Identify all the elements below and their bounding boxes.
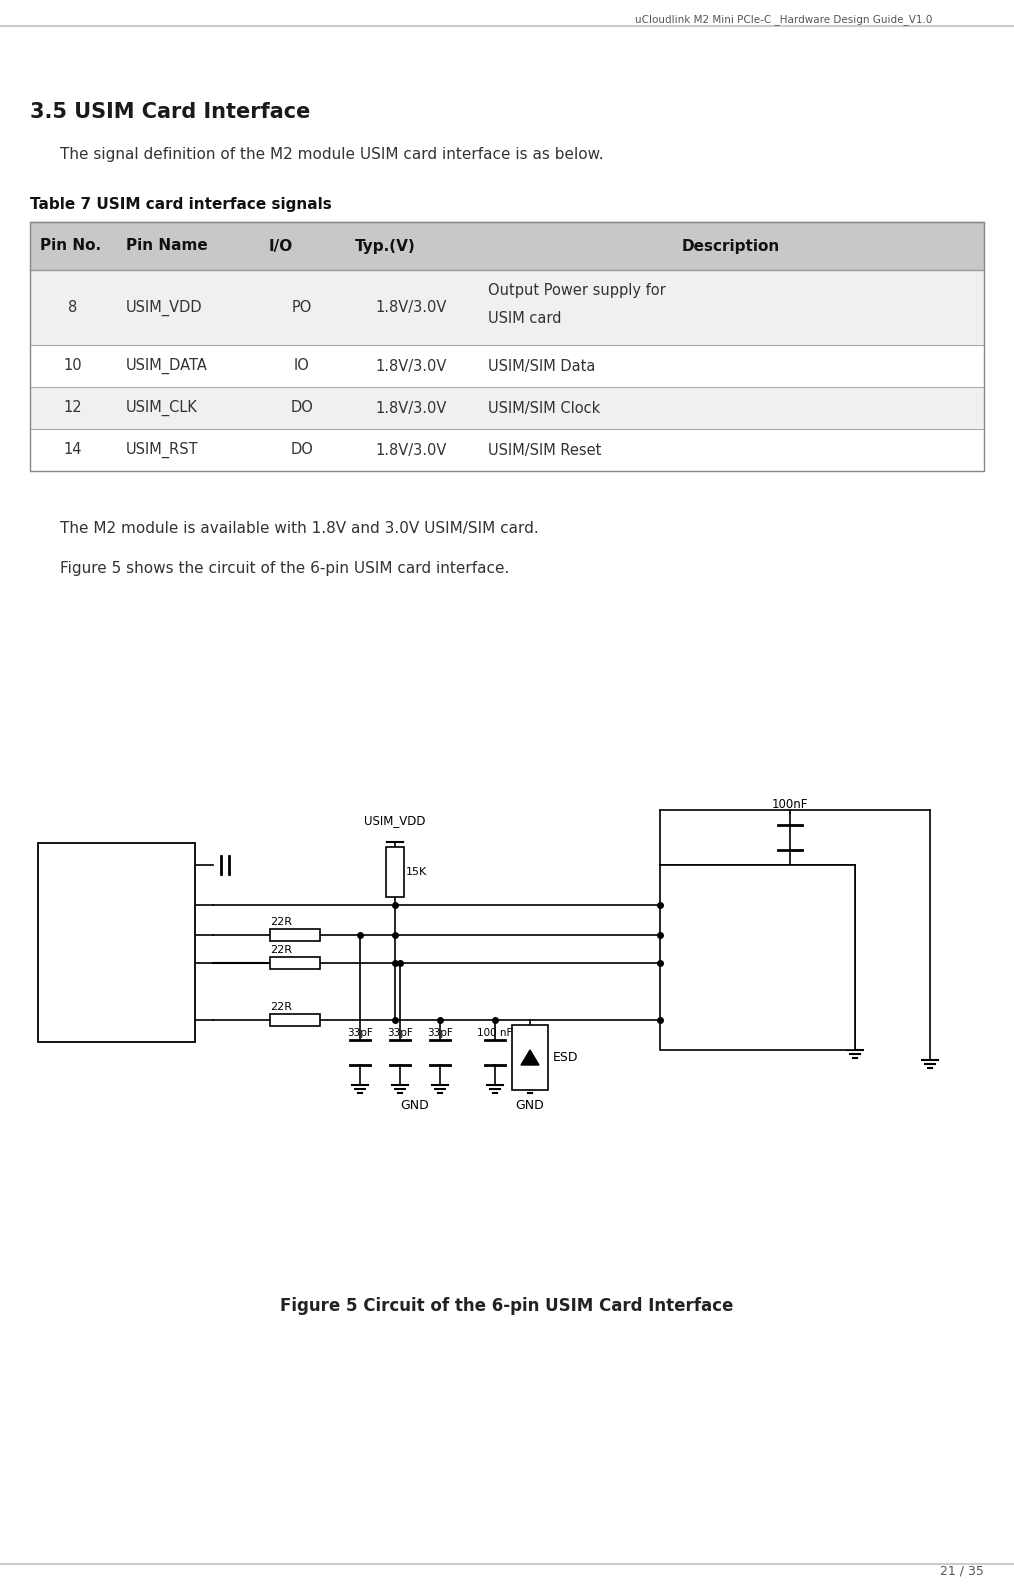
Text: Output Power supply for: Output Power supply for bbox=[489, 283, 666, 299]
Text: 100 nF: 100 nF bbox=[478, 1028, 513, 1038]
Text: CLK: CLK bbox=[668, 957, 692, 970]
Text: GND: GND bbox=[401, 1098, 429, 1111]
Text: USIM_CLK: USIM_CLK bbox=[126, 400, 198, 416]
Text: DO: DO bbox=[290, 401, 313, 416]
Text: USIM/SIM Data: USIM/SIM Data bbox=[489, 358, 596, 374]
Text: USIM 卡座: USIM 卡座 bbox=[732, 869, 783, 884]
Text: 33pF: 33pF bbox=[427, 1028, 453, 1038]
Text: 22R: 22R bbox=[270, 946, 292, 955]
Text: Typ.(V): Typ.(V) bbox=[355, 239, 416, 253]
Text: DO: DO bbox=[290, 443, 313, 457]
Text: Module: Module bbox=[85, 849, 148, 863]
Text: USIM_RST: USIM_RST bbox=[126, 443, 199, 458]
Text: Figure 5 shows the circuit of the 6-pin USIM card interface.: Figure 5 shows the circuit of the 6-pin … bbox=[60, 560, 509, 576]
Text: VPP: VPP bbox=[823, 928, 847, 941]
Text: IO: IO bbox=[294, 358, 310, 374]
Text: GND: GND bbox=[48, 858, 77, 871]
Text: The M2 module is available with 1.8V and 3.0V USIM/SIM card.: The M2 module is available with 1.8V and… bbox=[60, 521, 538, 537]
Text: USIM card: USIM card bbox=[489, 312, 562, 326]
Text: Description: Description bbox=[682, 239, 781, 253]
Text: USIM_VDD: USIM_VDD bbox=[126, 299, 203, 315]
Text: The signal definition of the M2 module USIM card interface is as below.: The signal definition of the M2 module U… bbox=[60, 146, 603, 162]
Text: 8: 8 bbox=[68, 299, 77, 315]
Text: USIM_DATA: USIM_DATA bbox=[126, 358, 208, 374]
Polygon shape bbox=[521, 1051, 539, 1065]
Text: RST: RST bbox=[668, 928, 693, 941]
Text: 14: 14 bbox=[64, 443, 82, 457]
Text: I/O: I/O bbox=[269, 239, 293, 253]
Bar bbox=[660, 864, 855, 1051]
Text: Table 7 USIM card interface signals: Table 7 USIM card interface signals bbox=[30, 197, 332, 212]
Bar bbox=[270, 930, 320, 941]
Text: 21 / 35: 21 / 35 bbox=[940, 1565, 984, 1578]
Bar bbox=[30, 428, 984, 471]
Text: Figure 5 Circuit of the 6-pin USIM Card Interface: Figure 5 Circuit of the 6-pin USIM Card … bbox=[280, 1297, 734, 1315]
Text: USIM/SIM Reset: USIM/SIM Reset bbox=[489, 443, 601, 457]
Text: 15K: 15K bbox=[406, 868, 427, 877]
Text: 22R: 22R bbox=[270, 917, 292, 927]
Bar bbox=[30, 387, 984, 428]
Text: USIM_CLK: USIM_CLK bbox=[48, 957, 110, 970]
Text: USIM_DATA: USIM_DATA bbox=[48, 1014, 118, 1027]
Text: 12: 12 bbox=[64, 401, 82, 416]
Text: 1.8V/3.0V: 1.8V/3.0V bbox=[376, 443, 447, 457]
Bar bbox=[270, 957, 320, 970]
Bar bbox=[30, 221, 984, 271]
Text: 33pF: 33pF bbox=[387, 1028, 413, 1038]
Text: 100nF: 100nF bbox=[772, 798, 808, 810]
Text: USIM_VDD: USIM_VDD bbox=[48, 898, 114, 912]
Text: ESD: ESD bbox=[553, 1051, 579, 1063]
Bar bbox=[386, 847, 404, 896]
Text: USIM_RST: USIM_RST bbox=[48, 928, 111, 941]
Text: 3.5 USIM Card Interface: 3.5 USIM Card Interface bbox=[30, 102, 310, 123]
Text: 10: 10 bbox=[64, 358, 82, 374]
Text: GND: GND bbox=[818, 898, 847, 912]
Text: 1.8V/3.0V: 1.8V/3.0V bbox=[376, 299, 447, 315]
Bar bbox=[38, 844, 195, 1043]
Bar bbox=[270, 1014, 320, 1025]
Text: uCloudlink M2 Mini PCIe-C _Hardware Design Guide_V1.0: uCloudlink M2 Mini PCIe-C _Hardware Desi… bbox=[635, 14, 933, 25]
Bar bbox=[30, 271, 984, 345]
Text: IO: IO bbox=[834, 957, 847, 970]
Text: Pin Name: Pin Name bbox=[126, 239, 208, 253]
Text: Pin No.: Pin No. bbox=[40, 239, 101, 253]
Bar bbox=[512, 1025, 548, 1091]
Text: VCC: VCC bbox=[668, 898, 694, 912]
Text: USIM/SIM Clock: USIM/SIM Clock bbox=[489, 401, 600, 416]
Text: GND: GND bbox=[516, 1098, 545, 1111]
Bar bbox=[30, 345, 984, 387]
Text: 1.8V/3.0V: 1.8V/3.0V bbox=[376, 358, 447, 374]
Text: PO: PO bbox=[292, 299, 312, 315]
Text: 33pF: 33pF bbox=[347, 1028, 373, 1038]
Text: 22R: 22R bbox=[270, 1001, 292, 1013]
Bar bbox=[30, 221, 984, 471]
Text: 1.8V/3.0V: 1.8V/3.0V bbox=[376, 401, 447, 416]
Text: USIM_VDD: USIM_VDD bbox=[364, 814, 426, 826]
